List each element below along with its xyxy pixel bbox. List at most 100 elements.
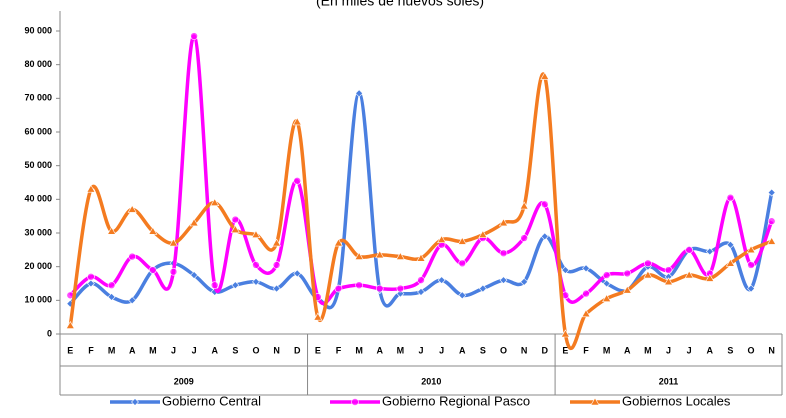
x-tick-label: J bbox=[192, 345, 197, 355]
point bbox=[333, 238, 344, 247]
x-tick-label: S bbox=[232, 345, 238, 355]
point bbox=[705, 247, 714, 256]
point bbox=[602, 294, 612, 302]
point bbox=[148, 226, 158, 235]
x-tick-label: J bbox=[439, 345, 444, 355]
point bbox=[582, 264, 590, 273]
legend-label: Gobierno Central bbox=[162, 393, 261, 408]
x-tick-label: F bbox=[583, 345, 589, 355]
point bbox=[272, 284, 281, 293]
point bbox=[293, 269, 302, 278]
point bbox=[231, 215, 240, 224]
point bbox=[293, 177, 302, 185]
x-tick-label: M bbox=[397, 345, 405, 355]
point bbox=[540, 71, 550, 80]
y-tick-label: 30 000 bbox=[24, 227, 52, 237]
x-tick-label: A bbox=[211, 345, 218, 355]
point bbox=[128, 252, 136, 261]
point bbox=[499, 249, 508, 257]
point bbox=[685, 246, 693, 254]
point bbox=[272, 261, 281, 269]
point bbox=[313, 312, 323, 321]
point bbox=[726, 240, 735, 249]
series-line bbox=[69, 34, 774, 306]
x-tick-label: A bbox=[459, 345, 466, 355]
y-tick-label: 10 000 bbox=[24, 295, 52, 305]
point bbox=[375, 284, 384, 293]
x-tick-label: E bbox=[562, 345, 568, 355]
point bbox=[581, 309, 591, 318]
point bbox=[272, 238, 282, 247]
x-tick-label: J bbox=[171, 345, 176, 355]
x-tick-label: A bbox=[624, 345, 631, 355]
point bbox=[396, 284, 405, 293]
point bbox=[561, 266, 570, 274]
y-tick-label: 80 000 bbox=[24, 59, 52, 69]
point bbox=[582, 289, 590, 298]
x-tick-label: S bbox=[727, 345, 733, 355]
point bbox=[107, 281, 116, 289]
y-tick-label: 60 000 bbox=[24, 126, 52, 136]
y-tick-label: 50 000 bbox=[24, 160, 52, 170]
legend-marker bbox=[351, 398, 359, 406]
x-tick-label: E bbox=[315, 345, 321, 355]
x-tick-label: N bbox=[768, 345, 775, 355]
point bbox=[602, 279, 611, 288]
y-tick-label: 70 000 bbox=[24, 93, 52, 103]
year-label: 2011 bbox=[659, 376, 679, 386]
y-tick-label: 40 000 bbox=[24, 194, 52, 204]
point bbox=[767, 236, 777, 245]
point bbox=[644, 259, 652, 268]
x-tick-label: A bbox=[376, 345, 383, 355]
point bbox=[210, 198, 220, 206]
x-tick-label: M bbox=[644, 345, 652, 355]
point bbox=[417, 287, 425, 296]
point bbox=[726, 193, 735, 202]
x-tick-label: J bbox=[418, 345, 423, 355]
point bbox=[334, 284, 343, 293]
point bbox=[767, 217, 776, 226]
y-tick-label: 20 000 bbox=[24, 261, 52, 271]
point bbox=[664, 277, 674, 286]
point bbox=[478, 230, 488, 238]
point bbox=[210, 281, 219, 289]
point bbox=[107, 226, 117, 235]
point bbox=[684, 270, 694, 279]
point bbox=[355, 281, 363, 289]
point bbox=[643, 270, 653, 279]
x-tick-label: J bbox=[666, 345, 671, 355]
point bbox=[149, 266, 157, 274]
x-tick-label: D bbox=[542, 345, 549, 355]
point bbox=[231, 281, 240, 290]
point bbox=[540, 200, 549, 209]
point bbox=[747, 284, 755, 293]
x-tick-label: M bbox=[149, 345, 157, 355]
x-tick-label: O bbox=[748, 345, 755, 355]
x-tick-label: F bbox=[336, 345, 342, 355]
x-tick-label: N bbox=[521, 345, 528, 355]
x-tick-label: O bbox=[252, 345, 259, 355]
point bbox=[520, 234, 528, 242]
point bbox=[664, 266, 673, 274]
y-tick-label: 0 bbox=[47, 328, 52, 338]
point bbox=[395, 251, 405, 260]
point bbox=[416, 253, 426, 262]
point bbox=[478, 284, 487, 293]
x-tick-label: D bbox=[294, 345, 301, 355]
x-tick-label: F bbox=[88, 345, 94, 355]
point bbox=[437, 276, 446, 285]
point bbox=[540, 232, 549, 241]
y-tick-label: 90 000 bbox=[24, 25, 52, 35]
x-tick-label: O bbox=[500, 345, 507, 355]
point bbox=[458, 259, 467, 268]
point bbox=[230, 225, 240, 233]
point bbox=[746, 245, 756, 254]
point bbox=[725, 258, 735, 267]
point bbox=[747, 261, 755, 269]
point bbox=[705, 273, 715, 282]
point bbox=[251, 230, 261, 238]
x-tick-label: S bbox=[480, 345, 486, 355]
point bbox=[107, 293, 116, 301]
point bbox=[169, 267, 178, 276]
point bbox=[520, 277, 529, 286]
